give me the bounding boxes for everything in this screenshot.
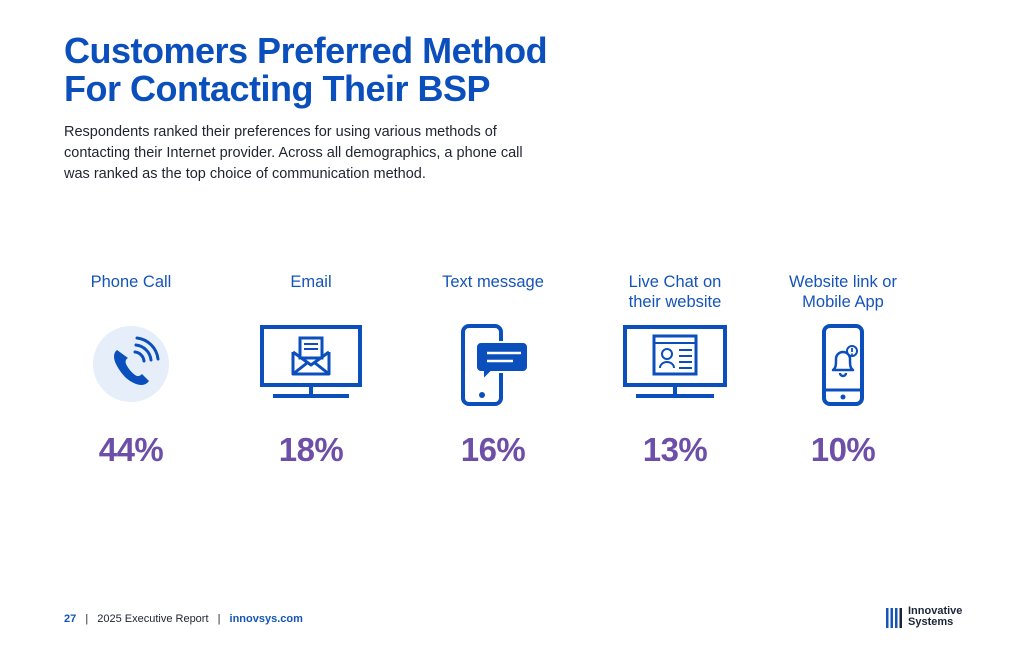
mobile-notification-bell-icon (758, 324, 928, 410)
logo-bars-icon (886, 608, 902, 628)
monitor-live-chat-icon (590, 324, 760, 410)
page-title-line-2: For Contacting Their BSP (64, 68, 491, 109)
method-label: Email (290, 273, 332, 291)
method-label: Live Chat on their website (628, 273, 722, 311)
method-percentage: 10% (810, 431, 876, 468)
page-title-line-1: Customers Preferred Method (64, 30, 548, 71)
method-percentage: 18% (278, 431, 344, 468)
monitor-email-icon (226, 324, 396, 410)
mobile-text-message-icon (408, 324, 578, 410)
method-percentage: 16% (460, 431, 526, 468)
phone-icon (46, 324, 216, 410)
method-percentage: 13% (642, 431, 708, 468)
website-link[interactable]: innovsys.com (229, 613, 303, 625)
footer-separator: | (85, 613, 89, 625)
method-percentage: 44% (98, 431, 164, 468)
method-label: Website link or Mobile App (789, 273, 897, 311)
logo-text: Innovative Systems (908, 605, 963, 628)
page-title: Customers Preferred Method For Contactin… (64, 30, 548, 109)
method-label: Phone Call (90, 273, 172, 291)
method-label: Text message (442, 273, 544, 291)
footer-separator: | (217, 613, 221, 625)
page-number: 27 (64, 613, 77, 625)
company-logo: Innovative Systems (886, 606, 966, 632)
intro-paragraph: Respondents ranked their preferences for… (64, 124, 523, 182)
footer: 27 | 2025 Executive Report | innovsys.co… (64, 612, 303, 626)
report-name: 2025 Executive Report (97, 613, 209, 625)
